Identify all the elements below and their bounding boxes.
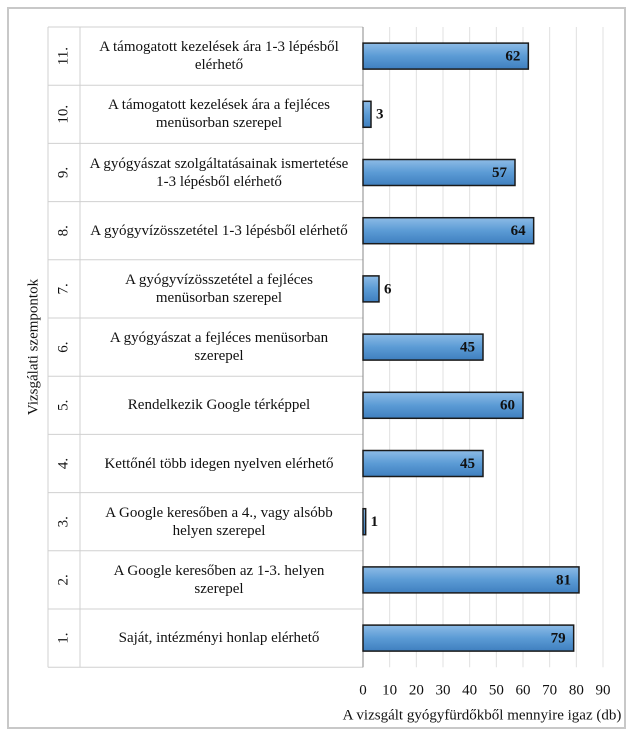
value-label: 45 (460, 456, 475, 472)
category-label: A támogatott kezelések ára 1-3 lépésből … (99, 39, 339, 74)
bar (362, 42, 530, 70)
x-tick-label: 20 (409, 683, 424, 699)
category-number: 7. (55, 283, 71, 294)
category-label: Kettőnél több idegen nyelven elérhető (104, 455, 334, 472)
x-tick-label: 80 (569, 683, 584, 699)
category-label: A gyógyászat a fejléces menüsorban szere… (109, 330, 329, 365)
category-label: A gyógyvízösszetétel 1-3 lépésből elérhe… (90, 222, 348, 239)
bar (362, 275, 380, 303)
category-label: A Google keresőben a 4., vagy alsóbb hel… (105, 504, 333, 539)
x-tick-label: 50 (489, 683, 504, 699)
frame (7, 7, 626, 729)
category-number: 5. (55, 400, 71, 411)
category-label: Rendelkezik Google térképpel (127, 397, 311, 414)
value-label: 64 (511, 223, 527, 239)
bar (362, 100, 372, 129)
value-label: 6 (384, 281, 392, 297)
category-number: 1. (55, 632, 71, 643)
value-label: 62 (505, 49, 520, 65)
value-label: 45 (460, 340, 475, 356)
x-tick-label: 0 (359, 683, 367, 699)
category-number: 9. (55, 167, 71, 178)
bar (362, 507, 367, 536)
bar (362, 449, 484, 478)
value-label: 81 (556, 572, 571, 588)
bar (362, 624, 575, 652)
y-axis-title: Vizsgálati szempontok (25, 278, 41, 415)
category-number: 6. (55, 341, 71, 352)
value-label: 79 (551, 631, 566, 647)
category-label: Saját, intézményi honlap elérhető (118, 630, 320, 647)
category-number: 2. (55, 574, 71, 585)
x-tick-label: 40 (462, 683, 477, 699)
category-label: A támogatott kezelések ára a fejléces me… (108, 97, 330, 132)
x-axis-title: A vizsgált gyógyfürdőkből mennyire igaz … (343, 707, 622, 723)
category-number: 10. (55, 105, 71, 124)
x-tick-label: 10 (382, 683, 397, 699)
x-tick-label: 70 (542, 683, 557, 699)
category-number: 3. (55, 516, 71, 527)
x-tick-label: 30 (436, 683, 451, 699)
category-number: 11. (55, 47, 71, 65)
bar (362, 216, 535, 245)
category-label: A gyógyászat szolgáltatásainak ismerteté… (89, 155, 349, 190)
x-tick-label: 60 (516, 683, 531, 699)
category-number: 8. (55, 225, 71, 236)
category-label: A Google keresőben az 1-3. helyen szerep… (113, 562, 325, 597)
bar (362, 333, 484, 361)
value-label: 3 (376, 107, 384, 123)
value-label: 57 (492, 165, 508, 181)
value-label: 60 (500, 398, 515, 414)
category-label: A gyógyvízösszetétel a fejléces menüsorb… (125, 271, 313, 306)
x-tick-label: 90 (596, 683, 611, 699)
value-label: 1 (371, 514, 379, 530)
category-number: 4. (55, 458, 71, 469)
bar (362, 566, 580, 594)
bar (362, 391, 524, 420)
bar (362, 158, 516, 187)
